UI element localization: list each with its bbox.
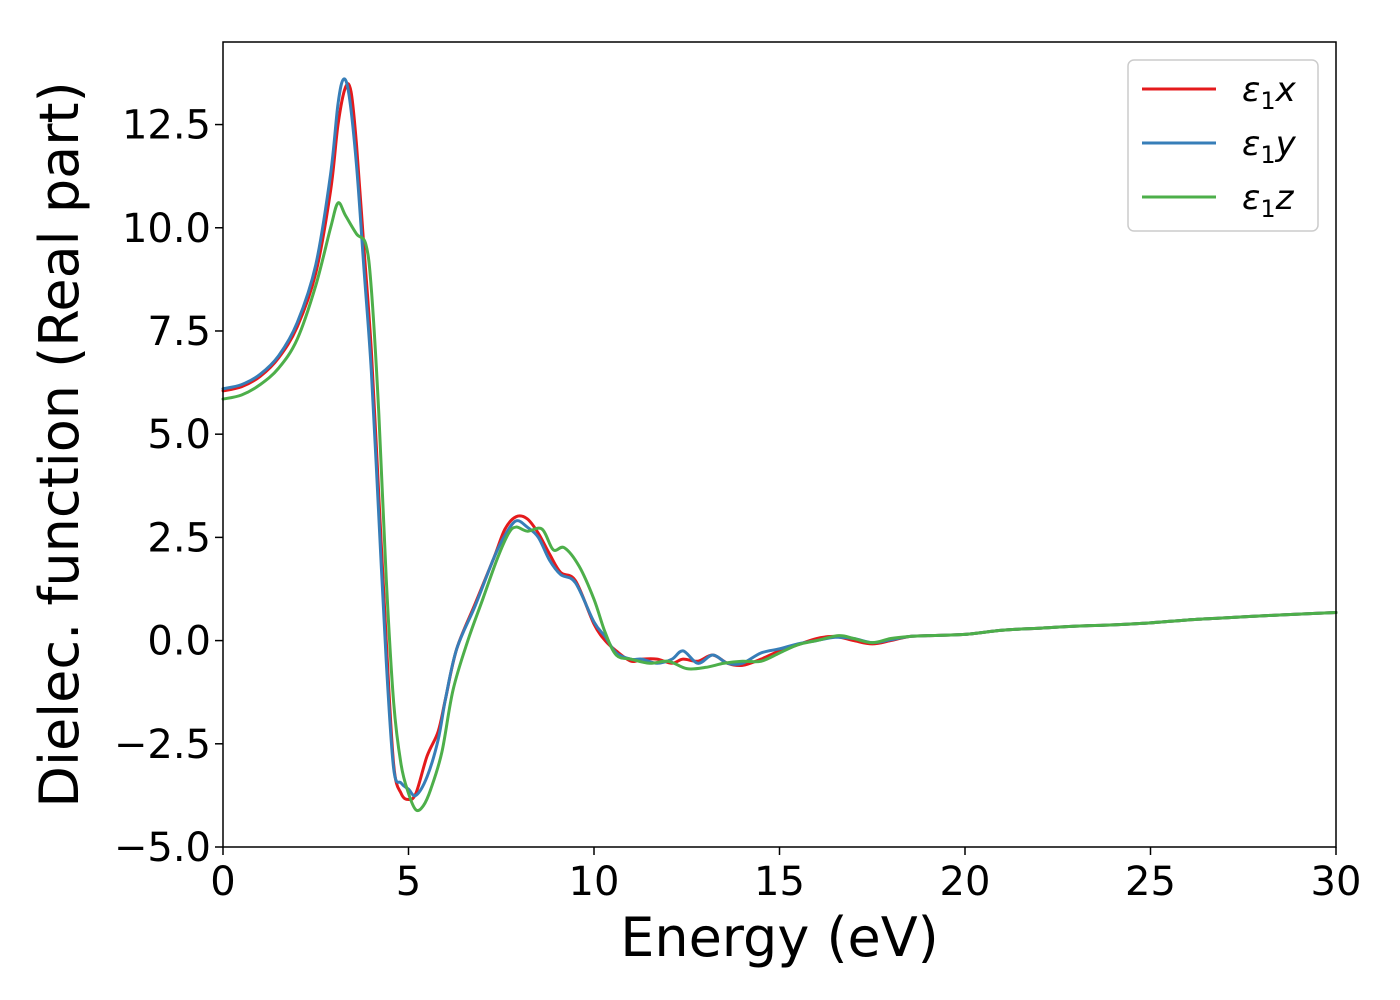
- y-tick-label: −2.5: [114, 722, 211, 768]
- legend-label-subscript: 1: [1260, 141, 1275, 169]
- x-axis-ticks: 0 5 10 15 20 25 30: [210, 847, 1361, 905]
- legend-label-base: ε: [1242, 178, 1260, 218]
- legend-label-base: ε: [1242, 124, 1260, 164]
- legend-label-base: ε: [1242, 70, 1260, 110]
- y-axis-ticks: −5.0 −2.5 0.0 2.5 5.0 7.5 10.0 12.5: [114, 103, 223, 871]
- x-tick-label: 5: [396, 859, 421, 905]
- legend-label: ε1z: [1242, 178, 1295, 223]
- x-tick-label: 15: [754, 859, 805, 905]
- legend-label-suffix: y: [1275, 124, 1297, 164]
- y-tick-label: −5.0: [114, 825, 211, 871]
- y-tick-label: 2.5: [147, 515, 211, 561]
- x-tick-label: 30: [1311, 859, 1362, 905]
- legend-label: ε1y: [1242, 124, 1297, 169]
- legend-label: ε1x: [1242, 70, 1297, 115]
- legend-label-subscript: 1: [1260, 87, 1275, 115]
- x-tick-label: 20: [940, 859, 991, 905]
- y-axis-label: Dielec. function (Real part): [28, 81, 91, 807]
- series-line-z: [221, 201, 1338, 813]
- x-axis-label: Energy (eV): [620, 906, 939, 969]
- x-tick-label: 25: [1125, 859, 1176, 905]
- y-tick-label: 5.0: [147, 412, 211, 458]
- x-tick-label: 10: [569, 859, 620, 905]
- y-tick-label: 0.0: [147, 619, 211, 665]
- y-tick-label: 7.5: [147, 309, 211, 355]
- legend-label-suffix: x: [1275, 70, 1297, 110]
- x-tick-label: 0: [210, 859, 235, 905]
- y-tick-label: 12.5: [122, 103, 211, 149]
- legend-label-suffix: z: [1275, 178, 1295, 218]
- legend-box: [1127, 59, 1319, 232]
- y-tick-label: 10.0: [122, 206, 211, 252]
- series-layer: [221, 77, 1338, 813]
- legend-label-subscript: 1: [1260, 195, 1275, 223]
